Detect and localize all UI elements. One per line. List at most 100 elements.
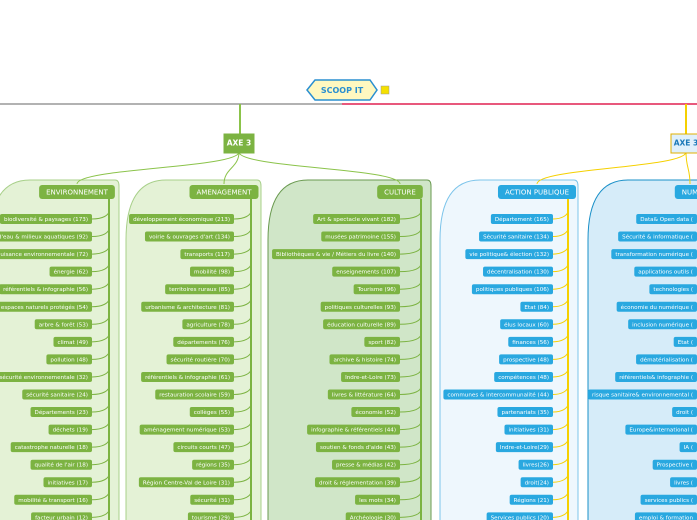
item-link — [552, 333, 569, 343]
group-header — [189, 185, 259, 199]
item-link — [399, 228, 422, 238]
item — [509, 494, 553, 505]
item-link — [233, 333, 252, 343]
group-header — [377, 185, 423, 199]
group-title: NUM — [682, 189, 697, 197]
item — [332, 459, 400, 470]
item-label: biodiversité & paysages (173) — [4, 216, 88, 223]
item-link — [552, 368, 569, 378]
item-link — [552, 281, 569, 290]
item — [0, 301, 92, 312]
link — [685, 151, 691, 185]
item-label: économie (52) — [355, 409, 396, 416]
item — [22, 389, 92, 400]
item-link — [91, 333, 110, 343]
group-header — [39, 185, 115, 199]
item-link — [399, 386, 422, 395]
item-link — [399, 316, 422, 325]
item-label: déchets (19) — [53, 427, 88, 434]
item-link — [399, 456, 422, 466]
item-label: Indre-et-Loire (73) — [345, 375, 396, 381]
item — [640, 494, 697, 505]
axis-node — [223, 133, 255, 154]
item-label: Départements (23) — [35, 409, 88, 416]
item-label: énergie (62) — [54, 269, 88, 276]
item-link — [399, 298, 422, 308]
item — [351, 407, 400, 418]
item — [636, 214, 697, 224]
item — [618, 231, 697, 242]
item — [190, 494, 234, 505]
item-label: pollution (48) — [50, 357, 88, 363]
item — [30, 407, 92, 418]
item — [353, 284, 400, 295]
item — [0, 371, 92, 382]
item-link — [91, 474, 110, 483]
item — [192, 459, 234, 470]
item-label: économie du numérique ( — [621, 304, 693, 311]
item — [341, 371, 400, 382]
item-label: référentiels & infographie (61) — [145, 374, 230, 381]
item — [611, 249, 697, 260]
root-label: SCOOP IT — [321, 86, 364, 95]
item-link — [233, 509, 252, 518]
item — [679, 442, 697, 453]
item-label: infographie & référentiels (44) — [311, 427, 396, 434]
item — [345, 512, 400, 520]
item-label: sécurité routière (70) — [171, 356, 230, 363]
item-label: initiatives (17) — [47, 480, 88, 486]
item-link — [233, 246, 252, 255]
item-link — [399, 246, 422, 255]
link — [223, 151, 240, 185]
item — [497, 407, 553, 418]
group-area — [587, 179, 697, 520]
item — [494, 371, 553, 382]
item-label: archive & histoire (74) — [333, 357, 396, 363]
item-link — [91, 316, 110, 325]
item-link — [552, 421, 569, 431]
group-header — [497, 185, 577, 199]
item — [173, 442, 234, 453]
item-label: dématérialisation ( — [640, 356, 693, 363]
item — [307, 424, 400, 435]
item-label: transports (117) — [184, 252, 230, 258]
item-label: prospective (48) — [503, 357, 549, 363]
item — [499, 354, 553, 365]
item — [465, 249, 553, 260]
item-label: inclusion numérique ( — [632, 321, 693, 328]
item-link — [552, 439, 569, 448]
item-label: sport (82) — [368, 340, 396, 346]
item-label: catastrophe naturelle (18) — [15, 445, 88, 451]
item-link — [233, 281, 252, 290]
item-label: Sécurité sanitaire (134) — [483, 234, 549, 241]
item-label: nuisance environnementale (72) — [0, 252, 88, 258]
group-area — [125, 179, 262, 520]
item-link — [91, 421, 110, 431]
item — [313, 214, 400, 224]
item — [615, 371, 697, 382]
group-area — [267, 179, 432, 520]
item-label: Europe&international ( — [629, 428, 693, 434]
item — [190, 266, 234, 277]
item-label: Prospective ( — [657, 463, 693, 469]
group-area — [0, 179, 120, 520]
item — [53, 336, 92, 347]
root-node[interactable] — [306, 79, 378, 101]
item-link — [233, 298, 252, 308]
item — [443, 389, 553, 400]
item-label: sécurité environnementale (32) — [0, 374, 88, 381]
item — [625, 424, 697, 435]
item — [46, 354, 92, 365]
item-label: Sécurité & informatique ( — [622, 234, 693, 241]
item-label: Etat (84) — [524, 305, 549, 311]
axis-label: AXE 3 — [674, 139, 697, 148]
item-label: finances (56) — [512, 340, 549, 346]
item-label: IA ( — [684, 445, 693, 451]
item-link — [399, 509, 422, 518]
item-link — [552, 456, 569, 466]
item-link — [399, 333, 422, 343]
item — [165, 284, 234, 295]
item — [173, 336, 234, 347]
item-label: restauration scolaire (59) — [159, 393, 230, 399]
